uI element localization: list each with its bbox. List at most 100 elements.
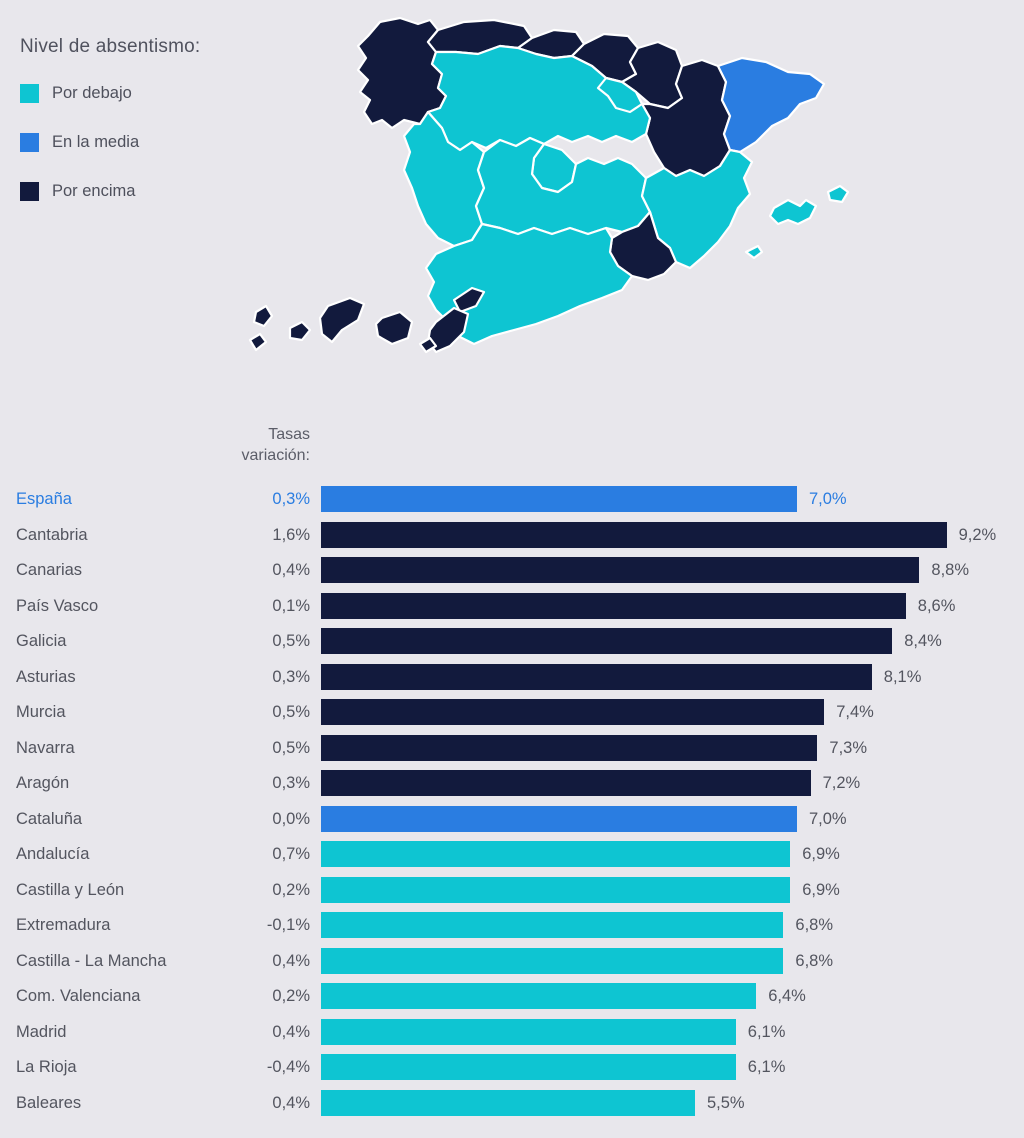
region-label: Canarias	[16, 561, 83, 579]
map-region-canarias	[248, 286, 486, 354]
bar	[321, 557, 920, 583]
variation-rate: 0,2%	[272, 987, 310, 1005]
bar-value-label: 7,0%	[809, 490, 847, 508]
table-row: Aragón 0,3% 7,2%	[0, 770, 1024, 806]
table-row: Murcia 0,5% 7,4%	[0, 699, 1024, 735]
variation-rate: 0,3%	[272, 774, 310, 792]
legend-swatch-below-icon	[20, 84, 39, 103]
bar	[321, 486, 797, 512]
region-label: Murcia	[16, 703, 66, 721]
variation-rate: 0,3%	[272, 490, 310, 508]
bar	[321, 947, 784, 974]
region-label: Andalucía	[16, 845, 90, 863]
legend-item-below: Por debajo	[20, 84, 320, 103]
bar-value-label: 6,4%	[768, 987, 806, 1005]
table-row: Cataluña 0,0% 7,0%	[0, 805, 1024, 842]
map-region-com-valenciana	[640, 148, 754, 270]
region-label: Extremadura	[16, 916, 111, 934]
variation-rate: 0,0%	[272, 809, 310, 828]
region-label: Com. Valenciana	[16, 987, 141, 1005]
rates-column-header: Tasas variación:	[150, 424, 310, 466]
bar-value-label: 8,6%	[917, 596, 956, 615]
region-label: Navarra	[16, 738, 75, 757]
bar-value-label: 9,2%	[958, 525, 997, 544]
table-row: España 0,3% 7,0%	[0, 486, 1024, 522]
variation-rate: 0,2%	[272, 880, 310, 899]
legend-swatch-above-icon	[20, 182, 39, 201]
table-row: Com. Valenciana 0,2% 6,4%	[0, 983, 1024, 1019]
bar-value-label: 6,9%	[802, 845, 840, 863]
legend-item-average: En la media	[20, 133, 320, 152]
bar-value-label: 8,1%	[883, 667, 922, 686]
map-region-baleares	[744, 184, 850, 260]
bar	[321, 770, 811, 796]
region-label: Cantabria	[16, 525, 88, 544]
variation-rate: 1,6%	[272, 525, 310, 544]
rates-header-line2: variación:	[241, 447, 310, 464]
variation-rate: 0,5%	[272, 632, 310, 650]
legend-swatch-average-icon	[20, 133, 39, 152]
region-label: Cataluña	[16, 809, 83, 828]
bar-value-label: 7,4%	[836, 703, 874, 721]
region-label: País Vasco	[16, 596, 99, 615]
variation-rate: 0,7%	[272, 845, 310, 863]
table-row: La Rioja -0,4% 6,1%	[0, 1054, 1024, 1090]
bar	[321, 1054, 736, 1080]
variation-rate: 0,5%	[272, 738, 310, 757]
bar	[321, 592, 906, 619]
legend: Nivel de absentismo: Por debajo En la me…	[20, 36, 320, 231]
map-region-cataluna	[716, 56, 826, 154]
table-row: Baleares 0,4% 5,5%	[0, 1089, 1024, 1126]
bar-value-label: 6,8%	[795, 951, 833, 970]
bar	[321, 983, 757, 1009]
bar	[321, 628, 893, 654]
bar-value-label: 8,4%	[904, 632, 942, 650]
region-label: Aragón	[16, 774, 70, 792]
bar	[321, 699, 825, 725]
spain-map	[232, 0, 872, 400]
variation-rate: 0,3%	[272, 667, 310, 686]
bar	[321, 1089, 695, 1116]
legend-label-below: Por debajo	[52, 84, 132, 102]
bar	[321, 805, 797, 832]
variation-rate: 0,4%	[272, 951, 310, 970]
bar-rows: España 0,3% 7,0% Cantabria 1,6% 9,2% Canarias 0…	[0, 486, 1024, 1125]
table-row: Asturias 0,3% 8,1%	[0, 663, 1024, 700]
table-row: Andalucía 0,7% 6,9%	[0, 841, 1024, 877]
table-row: Galicia 0,5% 8,4%	[0, 628, 1024, 664]
bar-value-label: 5,5%	[707, 1093, 745, 1112]
bar-value-label: 7,3%	[829, 738, 867, 757]
rates-header-line1: Tasas	[268, 426, 310, 443]
variation-rate: 0,4%	[272, 1022, 310, 1041]
bar	[321, 734, 818, 761]
variation-rate: 0,4%	[272, 561, 310, 579]
map-region-andalucia	[424, 222, 634, 346]
legend-label-above: Por encima	[52, 182, 136, 200]
region-label: Madrid	[16, 1022, 67, 1041]
bar	[321, 1018, 736, 1045]
bar	[321, 841, 791, 867]
region-label: Castilla - La Mancha	[16, 951, 167, 970]
region-label: Galicia	[16, 632, 67, 650]
legend-title: Nivel de absentismo:	[20, 36, 201, 57]
bar	[321, 521, 947, 548]
region-label: Castilla y León	[16, 880, 125, 899]
region-label: España	[16, 490, 72, 508]
variation-rate: 0,5%	[272, 703, 310, 721]
variation-rate: -0,1%	[266, 916, 310, 934]
legend-item-above: Por encima	[20, 182, 320, 201]
bar-value-label: 8,8%	[931, 561, 969, 579]
bar	[321, 912, 784, 938]
region-label: Asturias	[16, 667, 76, 686]
table-row: Extremadura -0,1% 6,8%	[0, 912, 1024, 948]
map-region-la-rioja	[596, 76, 644, 114]
region-label: Baleares	[16, 1093, 82, 1112]
bar-value-label: 7,0%	[809, 809, 847, 828]
spain-map-svg	[248, 16, 850, 354]
bar	[321, 876, 791, 903]
table-row: Castilla - La Mancha 0,4% 6,8%	[0, 947, 1024, 984]
table-row: Castilla y León 0,2% 6,9%	[0, 876, 1024, 913]
bar-value-label: 6,1%	[747, 1058, 786, 1076]
variation-rate: 0,1%	[272, 596, 310, 615]
legend-label-average: En la media	[52, 133, 140, 151]
